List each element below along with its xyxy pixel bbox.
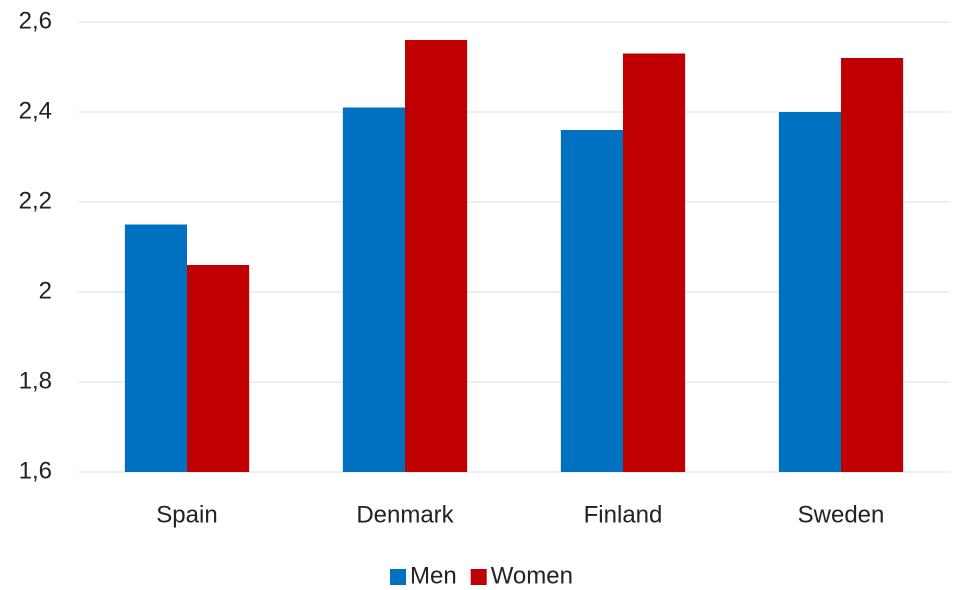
bar [560, 130, 623, 472]
x-tick-label: Finland [584, 501, 663, 528]
y-tick-label: 1,6 [19, 457, 52, 484]
bar [841, 58, 904, 472]
y-tick-label: 1,8 [19, 367, 52, 394]
x-tick-label: Denmark [356, 501, 454, 528]
y-tick-label: 2,2 [19, 187, 52, 214]
bar [623, 53, 686, 472]
bar [405, 40, 468, 472]
legend-swatch [390, 569, 407, 585]
x-tick-label: Spain [156, 501, 217, 528]
bar [778, 112, 841, 472]
bar [342, 107, 405, 472]
y-tick-label: 2 [39, 277, 52, 304]
y-tick-label: 2,4 [19, 97, 52, 124]
legend-label: Women [491, 562, 573, 589]
bar [124, 224, 187, 472]
x-tick-label: Sweden [798, 501, 885, 528]
legend-swatch [470, 569, 487, 585]
y-tick-label: 2,6 [19, 7, 52, 34]
legend-label: Men [410, 562, 457, 589]
bar [187, 265, 250, 472]
